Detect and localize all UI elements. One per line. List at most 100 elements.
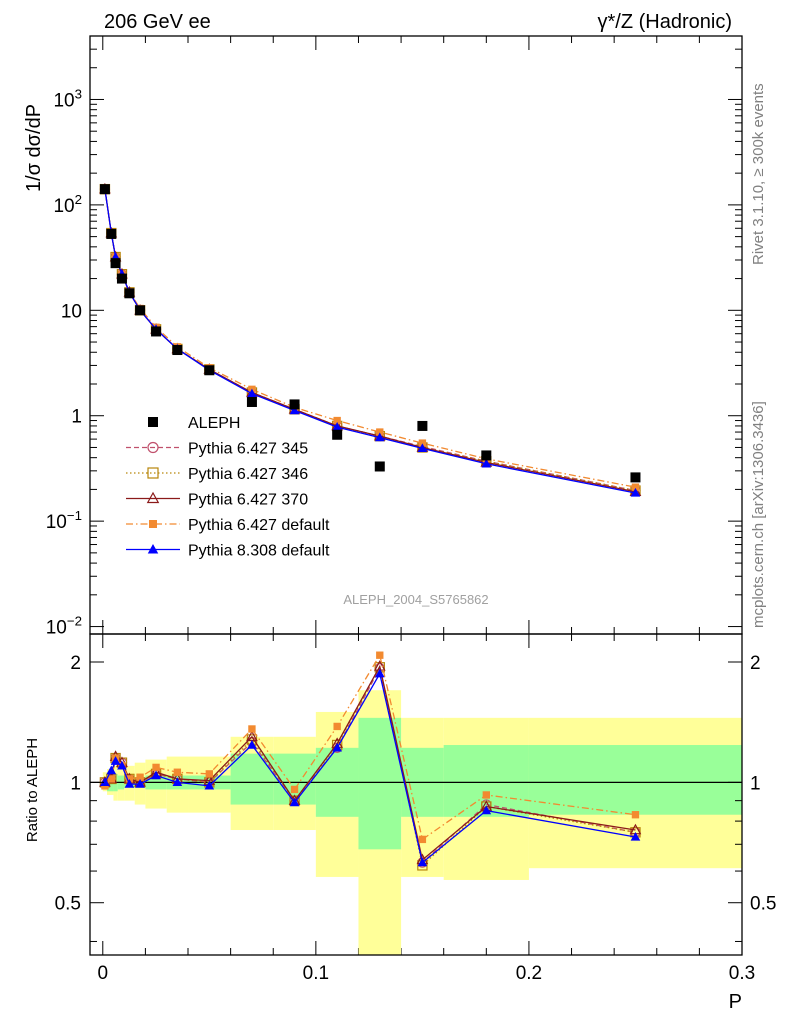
y-tick-label: 10−1 — [46, 508, 82, 533]
ratio-point — [374, 668, 385, 678]
ratio-y-tick-label: 2 — [70, 653, 81, 674]
aleph-data-point — [204, 365, 215, 376]
mcplots-label: mcplots.cern.ch [arXiv:1306.3436] — [750, 401, 767, 628]
main-y-axis-title: 1/σ dσ/dP — [23, 104, 45, 192]
aleph-data-point — [630, 472, 641, 483]
series-point — [333, 416, 341, 425]
legend-label: Pythia 6.427 345 — [188, 441, 308, 458]
series-line — [104, 189, 636, 492]
ratio-point — [290, 785, 299, 794]
y-tick-label: 102 — [53, 192, 82, 217]
y-tick-label: 1 — [71, 407, 82, 428]
x-tick-label: 0.2 — [516, 963, 542, 984]
ratio-point — [289, 797, 300, 807]
aleph-data-point — [135, 305, 146, 316]
aleph-data-point — [481, 450, 492, 461]
aleph-data-point — [110, 258, 121, 269]
aleph-data-point — [246, 396, 257, 407]
y-tick-label: 103 — [53, 86, 82, 111]
ratio-point — [482, 791, 490, 799]
ratio-point — [481, 805, 492, 815]
x-tick-label: 0 — [97, 963, 108, 984]
ratio-point — [110, 756, 121, 765]
ratio-y-axis-title: Ratio to ALEPH — [24, 738, 41, 842]
series-line — [104, 189, 636, 492]
ratio-point — [107, 775, 115, 783]
ratio-y-tick-label: 1 — [70, 773, 81, 794]
main-panel: 10−2 10−1 1 10 102 103 — [46, 35, 743, 955]
ratio-point — [630, 831, 641, 841]
series-point — [289, 405, 300, 415]
legend-label: Pythia 8.308 default — [188, 543, 330, 560]
x-tick-label: 0.1 — [303, 963, 329, 984]
series-point — [417, 443, 428, 453]
ratio-point — [332, 742, 342, 752]
series-line — [104, 189, 636, 488]
aleph-data-point — [332, 429, 343, 440]
y-tick-label: 10−2 — [46, 614, 82, 639]
ratio-point — [376, 651, 384, 659]
ratio-point — [247, 739, 257, 749]
aleph-data-point — [289, 399, 300, 410]
aleph-data-point — [106, 228, 117, 239]
aleph-data-point — [151, 326, 162, 337]
series-point — [374, 432, 385, 442]
ratio-point — [205, 770, 214, 778]
stat-uncertainty-band — [358, 717, 402, 850]
rivet-version-label: Rivet 3.1.10, ≥ 300k events — [750, 83, 767, 265]
ratio-point — [152, 763, 160, 772]
stat-uncertainty-band — [528, 745, 742, 815]
series-point — [631, 483, 640, 491]
x-tick-label: 0.3 — [729, 963, 755, 984]
ratio-point — [631, 811, 640, 819]
series-line — [104, 189, 636, 493]
energy-label: 206 GeV ee — [104, 11, 211, 33]
analysis-watermark: ALEPH_2004_S5765862 — [343, 592, 488, 607]
ratio-point — [136, 773, 144, 781]
ratio-y-tick-label-right: 1 — [750, 773, 761, 794]
aleph-data-point — [124, 288, 135, 299]
aleph-data-point — [116, 273, 127, 284]
legend-marker — [147, 467, 159, 479]
ratio-point — [117, 760, 127, 770]
ratio-point — [124, 779, 135, 788]
series-point — [332, 422, 342, 431]
series-point — [376, 428, 384, 436]
ratio-point — [204, 780, 215, 790]
series-point — [481, 458, 492, 468]
ratio-y-tick-label-right: 2 — [750, 653, 761, 674]
ratio-y-tick-label: 0.5 — [55, 894, 81, 915]
ratio-point — [248, 725, 256, 733]
ratio-point — [106, 765, 117, 775]
process-label: γ*/Z (Hadronic) — [598, 11, 732, 33]
ratio-point — [125, 775, 134, 783]
legend-label: Pythia 6.427 default — [188, 517, 330, 534]
legend-label: Pythia 6.427 346 — [188, 466, 308, 483]
x-axis-title: P — [729, 991, 742, 1013]
legend: ALEPH Pythia 6.427 345 Pythia 6.427 346 Pyt… — [126, 415, 330, 560]
legend-marker — [147, 544, 159, 554]
legend-marker — [149, 520, 157, 528]
series-line — [104, 189, 636, 494]
legend-marker — [146, 491, 160, 504]
ratio-point — [172, 777, 183, 787]
legend-marker — [147, 441, 159, 454]
aleph-data-point — [172, 345, 183, 356]
legend-label: ALEPH — [188, 415, 240, 432]
series-point — [247, 388, 257, 398]
ratio-point — [173, 768, 182, 776]
ratio-point — [333, 722, 341, 731]
ratio-point — [135, 779, 145, 788]
ratio-y-tick-label-right: 0.5 — [750, 894, 776, 915]
ratio-point — [151, 770, 161, 780]
aleph-data-point — [99, 184, 110, 195]
y-tick-label: 10 — [61, 301, 82, 322]
ratio-point — [417, 857, 428, 867]
legend-marker — [148, 417, 158, 427]
series-point — [630, 487, 641, 497]
legend-label: Pythia 6.427 370 — [188, 492, 308, 509]
ratio-point — [418, 835, 427, 844]
aleph-data-point — [374, 461, 385, 472]
